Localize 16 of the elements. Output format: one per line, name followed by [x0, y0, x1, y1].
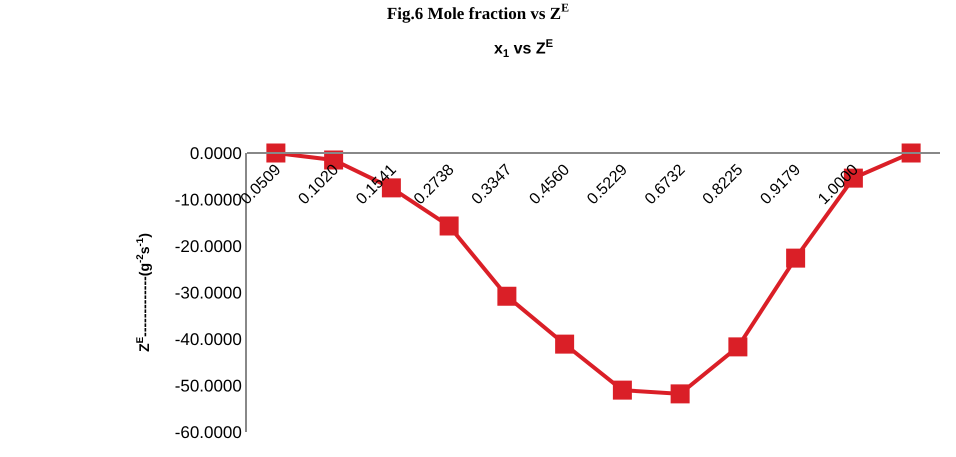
point: [555, 334, 574, 354]
y-tick-label: -30.0000: [174, 283, 242, 302]
point: [497, 286, 516, 306]
chart-subtitle: x$_{1}$ vs Z$^{E}$: [494, 38, 554, 60]
y-tick-label: -20.0000: [174, 236, 242, 256]
point: [440, 216, 459, 236]
y-tick-label: -40.0000: [174, 330, 242, 349]
y-tick-label: -50.0000: [174, 376, 242, 396]
point: [728, 337, 748, 356]
y-tick-label: -10.0000: [174, 190, 242, 210]
point: [612, 380, 632, 400]
point: [786, 248, 806, 268]
chart-title: Fig.6 Mole fraction vs Z$^{E}$: [386, 0, 570, 23]
y-tick-label: 0.0000: [190, 144, 242, 163]
point: [670, 384, 690, 404]
y-tick-label: -60.0000: [174, 422, 242, 442]
